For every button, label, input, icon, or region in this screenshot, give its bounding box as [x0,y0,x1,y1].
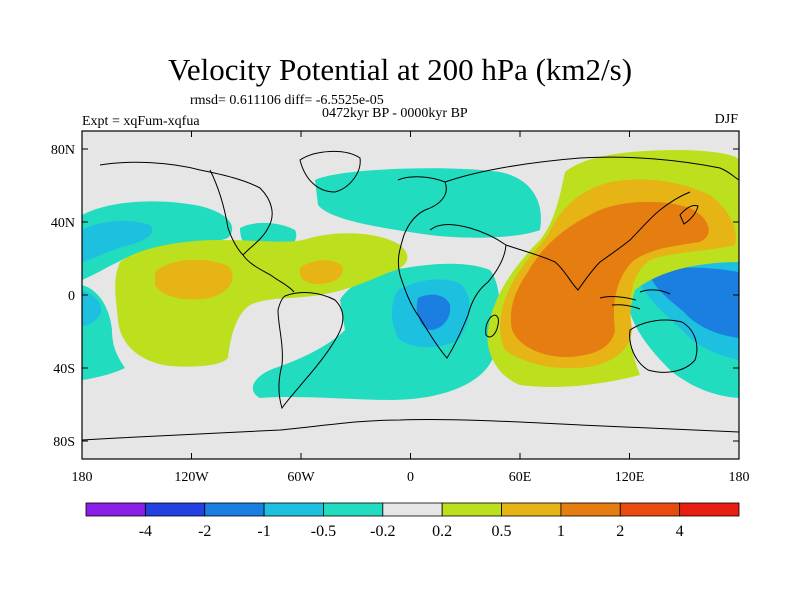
coast-australia [629,319,698,373]
colorbar-swatch [85,502,146,517]
colorbar-label: -0.5 [311,523,336,540]
season-label: DJF [714,112,738,127]
neg-region-northatlantic [315,168,541,238]
lat-label: 80N [51,143,75,158]
lon-label: 120W [174,470,209,485]
lat-label: 80S [53,435,75,450]
lon-labels: 180 120W 60W 0 60E 120E 180 [72,470,750,485]
coast-indonesia [599,289,671,310]
colorbar-label: 0.5 [492,523,512,540]
colorbar-swatch [441,502,502,517]
colorbar-label: -4 [139,523,152,540]
colorbar-swatch [501,502,562,517]
neg-region-pacific-west-inner [82,220,153,262]
neg-region-pacific-south-inner [82,290,102,326]
colorbar-label: 1 [557,523,565,540]
lat-label: 40N [51,216,75,231]
lon-label: 60E [509,470,532,485]
lat-label: 0 [68,289,75,304]
lat-label: 40S [53,362,75,377]
coast-europe-africa [397,176,507,359]
colorbar-label: -0.2 [370,523,395,540]
lon-label: 0 [407,470,414,485]
coast-south-america [277,292,344,410]
coast-antarctica [82,418,739,441]
colorbar-swatch [263,502,324,517]
coast-madagascar [485,314,499,338]
colorbar-swatch [382,502,443,517]
colorbar-label: -1 [257,523,270,540]
plot-title: Velocity Potential at 200 hPa (km2/s) [167,52,633,87]
lon-label: 180 [729,470,750,485]
period-label: 0472kyr BP - 0000kyr BP [322,106,468,121]
lon-ticks [81,131,630,459]
neg-region-maritime-core [648,267,739,338]
colorbar: -4 -2 -1 -0.5 -0.2 0.2 0.5 1 2 4 [85,502,740,540]
pos-region-eastpacific-inner [155,259,233,300]
colorbar-label: 2 [616,523,624,540]
pos-region-atlantic-mid [299,260,343,284]
colorbar-label: 4 [676,523,684,540]
lat-ticks [82,148,739,442]
colorbar-swatch [204,502,265,517]
pos-region-asia-core [510,201,709,358]
colorbar-swatch [323,502,384,517]
neg-region-africa-core [416,294,451,330]
lon-label: 180 [72,470,93,485]
lat-labels: 80N 40N 0 40S 80S [51,143,75,450]
colorbar-swatch [144,502,206,517]
colorbar-label: 0.2 [432,523,452,540]
coastlines [82,150,739,441]
colorbar-swatch [619,502,681,517]
coast-north-america [99,161,295,293]
lon-label: 120E [615,470,645,485]
colorbar-label: -2 [198,523,211,540]
experiment-label: Expt = xqFum-xqfua [82,114,200,129]
colorbar-swatch [679,502,740,517]
colorbar-swatch [560,502,621,517]
stats-label: rmsd= 0.611106 diff= -6.5525e-05 [190,93,384,108]
coast-greenland [299,150,361,193]
coast-japan [679,205,699,225]
lon-label: 60W [287,470,315,485]
coast-asia [444,156,739,291]
contour-field [82,131,739,459]
